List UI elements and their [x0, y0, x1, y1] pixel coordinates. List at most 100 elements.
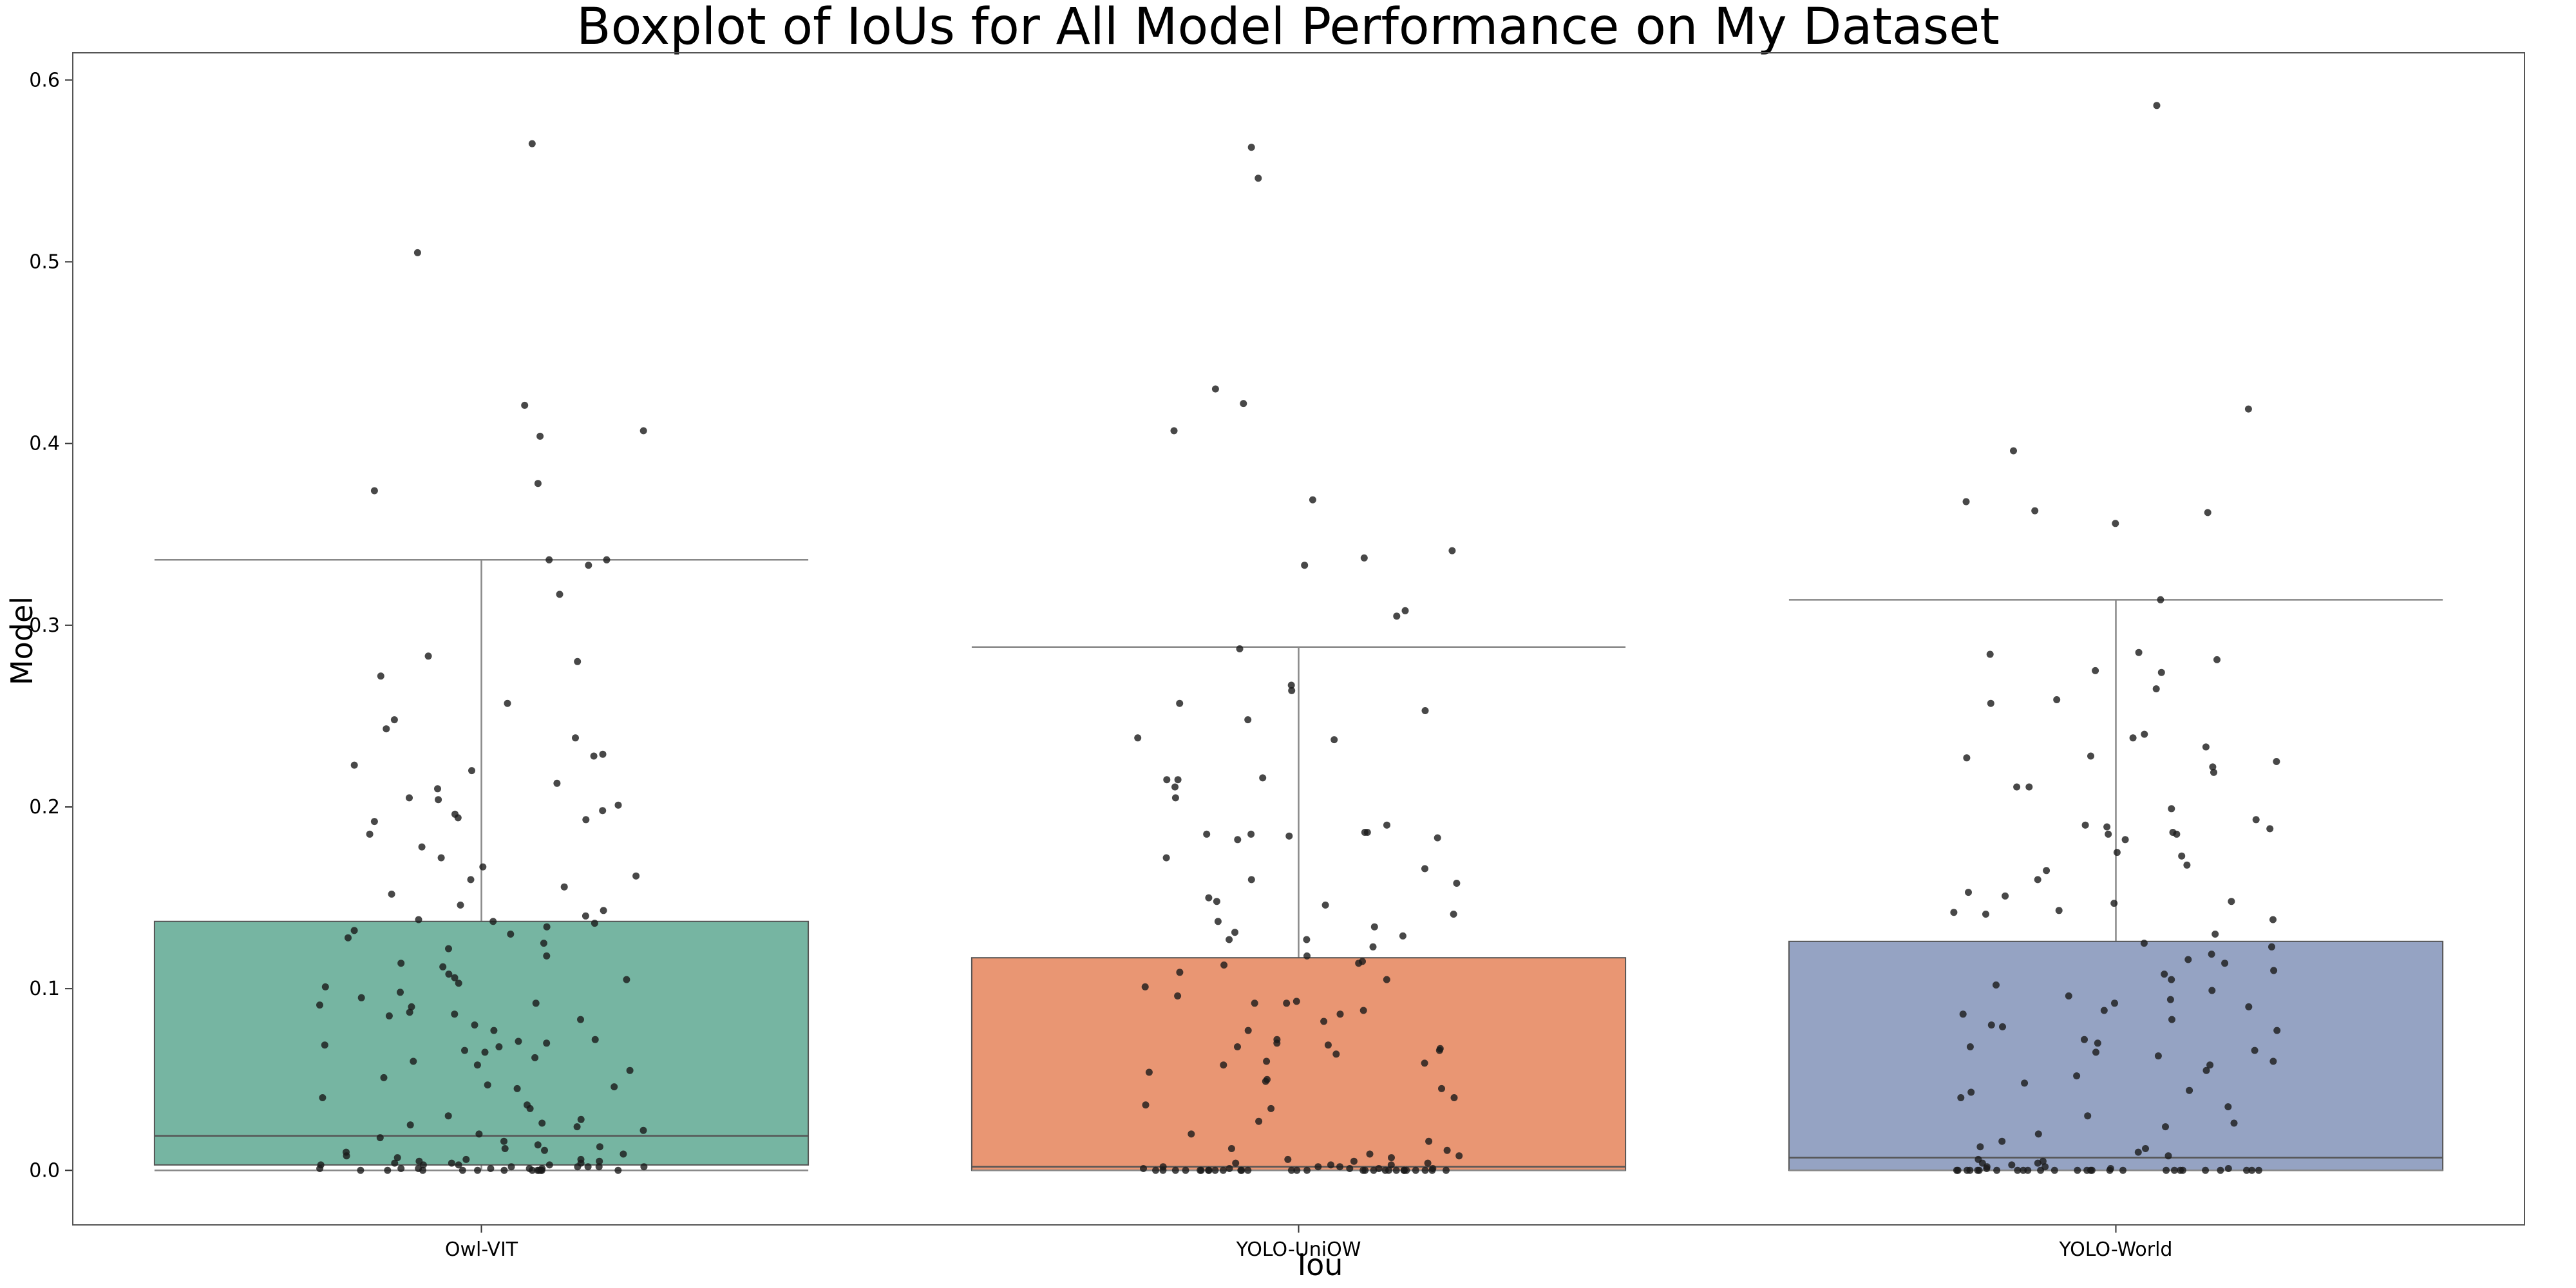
data-point: [459, 1166, 466, 1174]
data-point: [462, 1155, 470, 1163]
data-point: [1251, 999, 1258, 1007]
data-point: [345, 934, 352, 942]
data-point: [1987, 1021, 1995, 1029]
x-axis-label: Iou: [1298, 1247, 1343, 1282]
data-point: [1392, 1166, 1400, 1174]
data-point: [2055, 907, 2063, 914]
data-point: [437, 854, 445, 862]
data-point: [560, 883, 568, 891]
data-point: [515, 1037, 522, 1045]
data-point: [2243, 1166, 2250, 1174]
data-point: [531, 1054, 539, 1061]
data-point: [1434, 834, 1441, 842]
data-point: [500, 1166, 508, 1174]
data-point: [1211, 385, 1219, 393]
data-point: [1273, 1039, 1281, 1047]
data-point: [484, 1081, 491, 1089]
data-point: [1954, 1166, 1962, 1174]
data-point: [528, 140, 536, 147]
data-point: [1999, 1023, 2006, 1030]
data-point: [2230, 1119, 2238, 1127]
data-point: [1303, 1166, 1311, 1174]
data-point: [1174, 992, 1182, 999]
data-point: [377, 672, 384, 680]
data-point: [1361, 1166, 1369, 1174]
y-tick-label: 0.2: [29, 796, 60, 819]
data-point: [2103, 823, 2111, 831]
data-point: [2217, 1166, 2224, 1174]
data-point: [474, 1166, 481, 1174]
data-point: [1176, 969, 1184, 976]
data-point: [2177, 1166, 2184, 1174]
y-axis-label: Model: [5, 596, 39, 685]
data-point: [468, 767, 475, 775]
data-point: [2008, 1161, 2016, 1169]
data-point: [2084, 1112, 2092, 1120]
data-point: [418, 843, 426, 851]
data-point: [1966, 1043, 1974, 1050]
data-point: [366, 830, 374, 838]
data-point: [2204, 509, 2211, 516]
data-point: [1993, 1166, 2001, 1174]
data-point: [444, 1112, 452, 1120]
data-point: [2245, 1003, 2253, 1010]
data-point: [2140, 940, 2148, 947]
data-point: [507, 931, 515, 938]
data-point: [590, 752, 598, 760]
data-point: [1231, 929, 1238, 936]
data-point: [1435, 1046, 1443, 1054]
data-point: [1263, 1057, 1271, 1065]
data-point: [2010, 447, 2017, 455]
data-point: [1448, 547, 1456, 554]
data-point: [1993, 981, 2000, 989]
data-point: [614, 801, 622, 809]
data-point: [574, 1163, 582, 1171]
data-point: [1142, 1101, 1150, 1109]
data-point: [1247, 876, 1255, 884]
data-point: [2186, 1086, 2193, 1094]
data-point: [2269, 1057, 2277, 1065]
box-iqr: [153, 920, 810, 1166]
data-point: [1355, 960, 1363, 967]
data-point: [2031, 507, 2039, 515]
data-point: [1287, 1166, 1295, 1174]
data-point: [413, 249, 421, 256]
data-point: [1361, 829, 1368, 836]
data-point: [2112, 520, 2119, 527]
data-point: [1399, 932, 1406, 940]
data-point: [2163, 1166, 2170, 1174]
data-point: [2213, 656, 2221, 663]
data-point: [1197, 1166, 1204, 1174]
data-point: [639, 1126, 647, 1134]
data-point: [1383, 821, 1390, 829]
data-point: [521, 401, 529, 409]
data-point: [1255, 175, 1262, 182]
data-point: [1220, 961, 1228, 969]
data-point: [582, 912, 589, 920]
y-tick-label: 0.4: [29, 433, 60, 455]
plot-area: 0.0 0.1 0.2 0.3 0.4 0.5 0.6 Owl-VIT YOLO-UniOW YO…: [29, 69, 2444, 1261]
data-point: [1303, 936, 1311, 943]
data-point: [397, 989, 404, 996]
data-point: [1244, 716, 1252, 724]
data-point: [1293, 998, 1300, 1005]
data-point: [1176, 699, 1184, 707]
data-point: [2173, 830, 2181, 838]
data-point: [2034, 1159, 2041, 1167]
data-point: [543, 923, 551, 931]
data-point: [1303, 952, 1311, 960]
data-point: [620, 1150, 627, 1158]
data-point: [1401, 607, 1409, 614]
data-point: [383, 725, 390, 733]
data-point: [538, 1119, 546, 1127]
data-point: [2202, 743, 2210, 751]
data-point: [1438, 1084, 1445, 1092]
data-point: [1213, 898, 1220, 905]
data-point: [2024, 1166, 2032, 1174]
data-point: [2206, 1061, 2214, 1069]
data-point: [538, 1166, 545, 1174]
data-point: [1227, 1145, 1235, 1152]
data-point: [1171, 794, 1179, 802]
data-point: [1188, 1130, 1195, 1138]
data-point: [596, 1143, 603, 1151]
